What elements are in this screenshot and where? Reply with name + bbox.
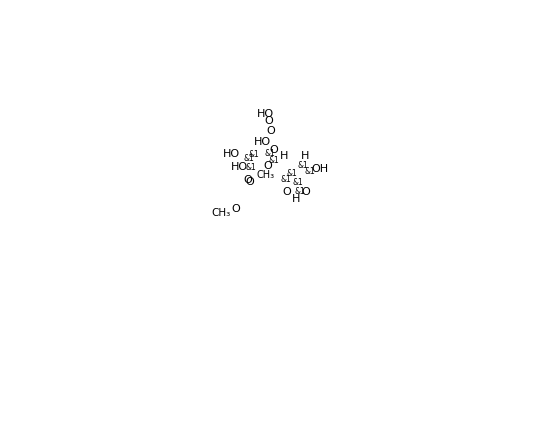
Text: HO: HO [223,148,240,158]
Text: &1: &1 [286,168,297,177]
Text: HO: HO [257,109,274,119]
Text: HO: HO [231,162,248,172]
Text: H: H [279,151,288,161]
Text: &1: &1 [269,155,279,164]
Text: O: O [232,204,240,214]
Polygon shape [299,179,308,182]
Text: O: O [269,145,278,154]
Text: O: O [264,160,272,170]
Text: &1: &1 [246,162,256,172]
Text: O: O [265,116,273,126]
Text: CH₃: CH₃ [211,207,231,217]
Text: O: O [301,187,310,197]
Text: HO: HO [254,137,271,147]
Text: H: H [301,151,309,161]
Text: &1: &1 [280,174,291,184]
Text: &1: &1 [244,154,255,163]
Text: O: O [243,174,252,184]
Polygon shape [246,152,253,154]
Polygon shape [240,157,244,164]
Text: O: O [266,126,275,136]
Text: H: H [292,194,300,203]
Text: &1: &1 [292,177,303,186]
Text: O: O [282,187,291,197]
Text: CH₃: CH₃ [256,170,274,180]
Text: &1: &1 [265,148,276,158]
Polygon shape [288,179,299,187]
Text: &1: &1 [294,186,305,195]
Text: OH: OH [312,164,329,174]
Text: &1: &1 [249,150,259,159]
Text: O: O [246,177,255,187]
Text: &1: &1 [297,161,308,170]
Text: &1: &1 [304,167,315,176]
